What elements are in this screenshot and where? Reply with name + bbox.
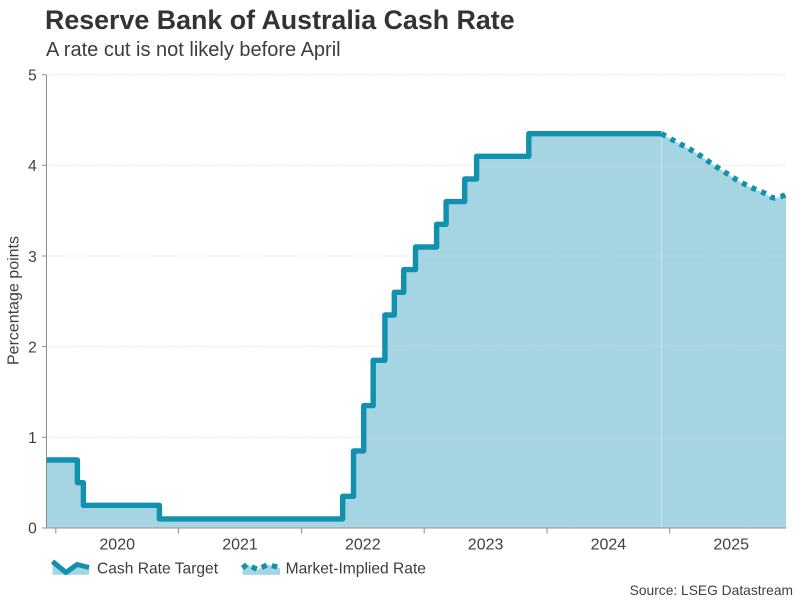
svg-text:A rate cut is not likely befor: A rate cut is not likely before April bbox=[46, 39, 341, 61]
svg-text:2023: 2023 bbox=[468, 537, 504, 554]
svg-text:Reserve Bank of Australia Cash: Reserve Bank of Australia Cash Rate bbox=[45, 5, 515, 35]
svg-text:3: 3 bbox=[28, 249, 37, 266]
svg-text:5: 5 bbox=[28, 68, 37, 85]
svg-text:2020: 2020 bbox=[99, 537, 135, 554]
svg-text:2021: 2021 bbox=[222, 537, 258, 554]
svg-text:1: 1 bbox=[28, 430, 37, 447]
svg-text:2: 2 bbox=[28, 339, 37, 356]
svg-text:4: 4 bbox=[28, 158, 37, 175]
svg-text:Source: LSEG Datastream: Source: LSEG Datastream bbox=[630, 583, 793, 598]
svg-text:Percentage points: Percentage points bbox=[6, 236, 23, 365]
svg-text:Market-Implied Rate: Market-Implied Rate bbox=[286, 561, 426, 578]
svg-text:2022: 2022 bbox=[345, 537, 381, 554]
svg-text:0: 0 bbox=[28, 521, 37, 538]
svg-text:Cash Rate Target: Cash Rate Target bbox=[97, 561, 219, 578]
svg-text:2025: 2025 bbox=[713, 537, 749, 554]
svg-text:2024: 2024 bbox=[591, 537, 627, 554]
